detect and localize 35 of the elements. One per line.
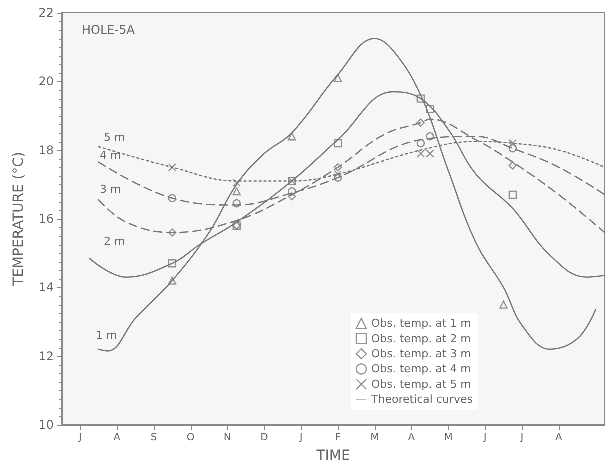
y-axis-title: TEMPERATURE (°C) xyxy=(11,152,27,287)
x-tick-label: J xyxy=(482,432,487,444)
x-tick-label: J xyxy=(520,432,524,444)
x-tick-label: J xyxy=(298,432,303,444)
y-tick-label: 16 xyxy=(38,212,54,226)
annotation: 2 m xyxy=(104,235,126,248)
x-tick-label: D xyxy=(260,432,269,444)
x-tick-label: S xyxy=(150,432,158,444)
y-tick-label: 22 xyxy=(38,6,54,20)
annotation: 5 m xyxy=(104,131,126,144)
legend-label: Obs. temp. at 5 m xyxy=(372,378,472,391)
annotation: HOLE-5A xyxy=(82,23,136,37)
x-tick-label: J xyxy=(78,432,82,444)
x-tick-label: A xyxy=(408,432,416,444)
legend-label: Theoretical curves xyxy=(370,393,474,406)
y-tick-label: 18 xyxy=(38,143,54,158)
y-tick-label: 20 xyxy=(38,74,54,89)
y-tick-label: 12 xyxy=(38,349,54,364)
x-axis-title: TIME xyxy=(316,448,350,464)
x-tick-label: A xyxy=(556,432,563,444)
legend-label: Obs. temp. at 4 m xyxy=(372,362,472,376)
y-tick-label: 14 xyxy=(38,280,54,295)
y-tick-label: 10 xyxy=(38,418,54,432)
legend-label: Obs. temp. at 2 m xyxy=(372,332,472,346)
x-tick-label: A xyxy=(114,432,121,444)
x-tick-label: F xyxy=(335,432,342,444)
x-tick-label: M xyxy=(444,432,453,444)
annotation: 1 m xyxy=(96,329,118,342)
legend-label: Obs. temp. at 3 m xyxy=(372,348,472,360)
x-tick-label: M xyxy=(370,432,380,444)
x-tick-label: N xyxy=(224,432,232,444)
x-tick-label: O xyxy=(186,432,195,444)
legend-label: Obs. temp. at 1 m xyxy=(372,317,472,330)
annotation: 4 m xyxy=(100,149,122,162)
annotation: 3 m xyxy=(100,183,122,196)
